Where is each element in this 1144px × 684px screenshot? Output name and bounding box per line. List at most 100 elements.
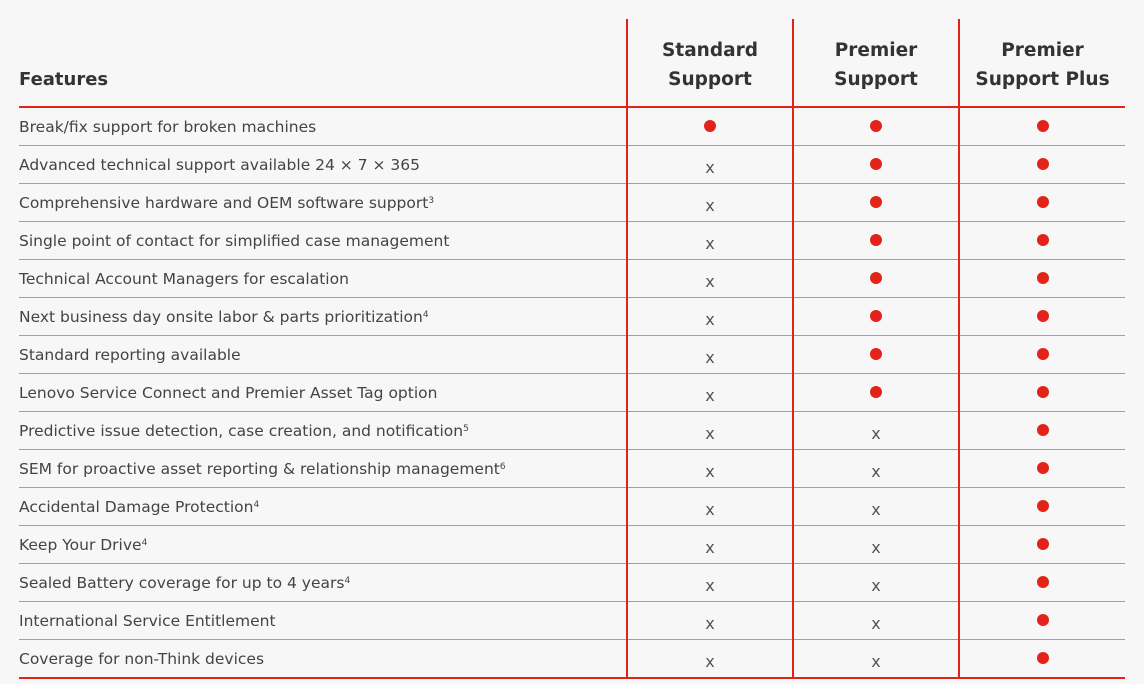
footnote-ref: 4 bbox=[141, 537, 148, 548]
plan-cell: x bbox=[626, 411, 793, 450]
plan-cell: x bbox=[626, 259, 793, 298]
table-row: Standard reporting available x bbox=[19, 335, 1125, 374]
plan-cell bbox=[792, 183, 959, 222]
plan-cell: x bbox=[792, 411, 959, 450]
table-row: SEM for proactive asset reporting & rela… bbox=[19, 449, 1125, 488]
feature-cell: Comprehensive hardware and OEM software … bbox=[19, 183, 627, 222]
feature-cell: Keep Your Drive4 bbox=[19, 525, 627, 564]
footnote-ref: 4 bbox=[344, 575, 351, 586]
plan-cell: x bbox=[792, 639, 959, 679]
table-row: Coverage for non-Think devices x x bbox=[19, 639, 1125, 679]
table-row: Lenovo Service Connect and Premier Asset… bbox=[19, 373, 1125, 412]
not-included-x-icon: x bbox=[705, 158, 715, 177]
included-dot-icon bbox=[870, 195, 882, 208]
plan-cell bbox=[958, 183, 1125, 222]
plan-cell bbox=[958, 221, 1125, 260]
table-row: Next business day onsite labor & parts p… bbox=[19, 297, 1125, 336]
feature-cell: Lenovo Service Connect and Premier Asset… bbox=[19, 373, 627, 412]
feature-label: Break/fix support for broken machines bbox=[19, 117, 317, 136]
not-included-x-icon: x bbox=[705, 310, 715, 329]
feature-label: Next business day onsite labor & parts p… bbox=[19, 307, 423, 326]
included-dot-icon bbox=[1036, 385, 1049, 398]
premier-support-header: Premier Support bbox=[792, 19, 959, 108]
feature-cell: Sealed Battery coverage for up to 4 year… bbox=[19, 563, 627, 602]
not-included-x-icon: x bbox=[705, 614, 715, 633]
not-included-x-icon: x bbox=[871, 614, 881, 633]
included-dot-icon bbox=[870, 271, 882, 284]
plan-cell bbox=[958, 449, 1125, 488]
feature-label: Sealed Battery coverage for up to 4 year… bbox=[19, 573, 345, 592]
plan-cell bbox=[792, 145, 959, 184]
included-dot-icon bbox=[870, 347, 882, 360]
included-dot-icon bbox=[1036, 157, 1049, 170]
table-row: Single point of contact for simplified c… bbox=[19, 221, 1125, 260]
plan-cell: x bbox=[626, 145, 793, 184]
not-included-x-icon: x bbox=[705, 386, 715, 405]
feature-cell: Predictive issue detection, case creatio… bbox=[19, 411, 627, 450]
plan-cell: x bbox=[792, 563, 959, 602]
feature-cell: International Service Entitlement bbox=[19, 601, 627, 640]
not-included-x-icon: x bbox=[871, 424, 881, 443]
plan-cell bbox=[792, 221, 959, 260]
table-row: Break/fix support for broken machines bbox=[19, 107, 1125, 146]
not-included-x-icon: x bbox=[871, 538, 881, 557]
footnote-ref: 3 bbox=[428, 195, 435, 206]
not-included-x-icon: x bbox=[871, 462, 881, 481]
table-row: Comprehensive hardware and OEM software … bbox=[19, 183, 1125, 222]
feature-label: Comprehensive hardware and OEM software … bbox=[19, 193, 429, 212]
feature-comparison-table: Features Standard Support Premier Suppor… bbox=[19, 19, 1125, 679]
not-included-x-icon: x bbox=[705, 576, 715, 595]
not-included-x-icon: x bbox=[705, 348, 715, 367]
feature-label: Technical Account Managers for escalatio… bbox=[19, 269, 349, 288]
feature-label: International Service Entitlement bbox=[19, 611, 276, 630]
plan-cell: x bbox=[626, 487, 793, 526]
features-header: Features bbox=[19, 19, 627, 108]
premier-support-plus-header: Premier Support Plus bbox=[958, 19, 1125, 108]
plan-cell bbox=[958, 487, 1125, 526]
plan-cell bbox=[792, 297, 959, 336]
not-included-x-icon: x bbox=[705, 462, 715, 481]
feature-label: Predictive issue detection, case creatio… bbox=[19, 421, 464, 440]
feature-label: Single point of contact for simplified c… bbox=[19, 231, 450, 250]
plan-cell bbox=[792, 335, 959, 374]
plan-cell bbox=[958, 525, 1125, 564]
feature-cell: Standard reporting available bbox=[19, 335, 627, 374]
table-row: Predictive issue detection, case creatio… bbox=[19, 411, 1125, 450]
plan-cell: x bbox=[626, 373, 793, 412]
plan-cell: x bbox=[626, 525, 793, 564]
plan-cell: x bbox=[626, 639, 793, 679]
table-row: Technical Account Managers for escalatio… bbox=[19, 259, 1125, 298]
not-included-x-icon: x bbox=[705, 538, 715, 557]
plan-cell: x bbox=[626, 563, 793, 602]
included-dot-icon bbox=[870, 385, 882, 398]
footnote-ref: 4 bbox=[422, 309, 429, 320]
plan-cell bbox=[626, 107, 793, 146]
plan-cell: x bbox=[626, 335, 793, 374]
included-dot-icon bbox=[870, 233, 882, 246]
feature-cell: Advanced technical support available 24 … bbox=[19, 145, 627, 184]
table-row: Accidental Damage Protection4 x x bbox=[19, 487, 1125, 526]
plan-cell: x bbox=[626, 449, 793, 488]
included-dot-icon bbox=[1036, 271, 1049, 284]
feature-label: Standard reporting available bbox=[19, 345, 241, 364]
plan-cell bbox=[958, 107, 1125, 146]
not-included-x-icon: x bbox=[705, 500, 715, 519]
plan-cell bbox=[958, 373, 1125, 412]
table-row: Sealed Battery coverage for up to 4 year… bbox=[19, 563, 1125, 602]
included-dot-icon bbox=[1036, 575, 1049, 588]
plan-cell: x bbox=[626, 183, 793, 222]
feature-cell: Accidental Damage Protection4 bbox=[19, 487, 627, 526]
footnote-ref: 6 bbox=[499, 461, 506, 472]
not-included-x-icon: x bbox=[705, 234, 715, 253]
feature-label: Keep Your Drive bbox=[19, 535, 142, 554]
plan-cell bbox=[792, 259, 959, 298]
plan-cell bbox=[958, 297, 1125, 336]
plan-cell: x bbox=[792, 449, 959, 488]
plan-cell bbox=[958, 601, 1125, 640]
not-included-x-icon: x bbox=[705, 424, 715, 443]
plan-cell: x bbox=[626, 221, 793, 260]
table-row: Advanced technical support available 24 … bbox=[19, 145, 1125, 184]
included-dot-icon bbox=[1036, 461, 1049, 474]
table-row: Keep Your Drive4 x x bbox=[19, 525, 1125, 564]
plan-cell: x bbox=[626, 601, 793, 640]
